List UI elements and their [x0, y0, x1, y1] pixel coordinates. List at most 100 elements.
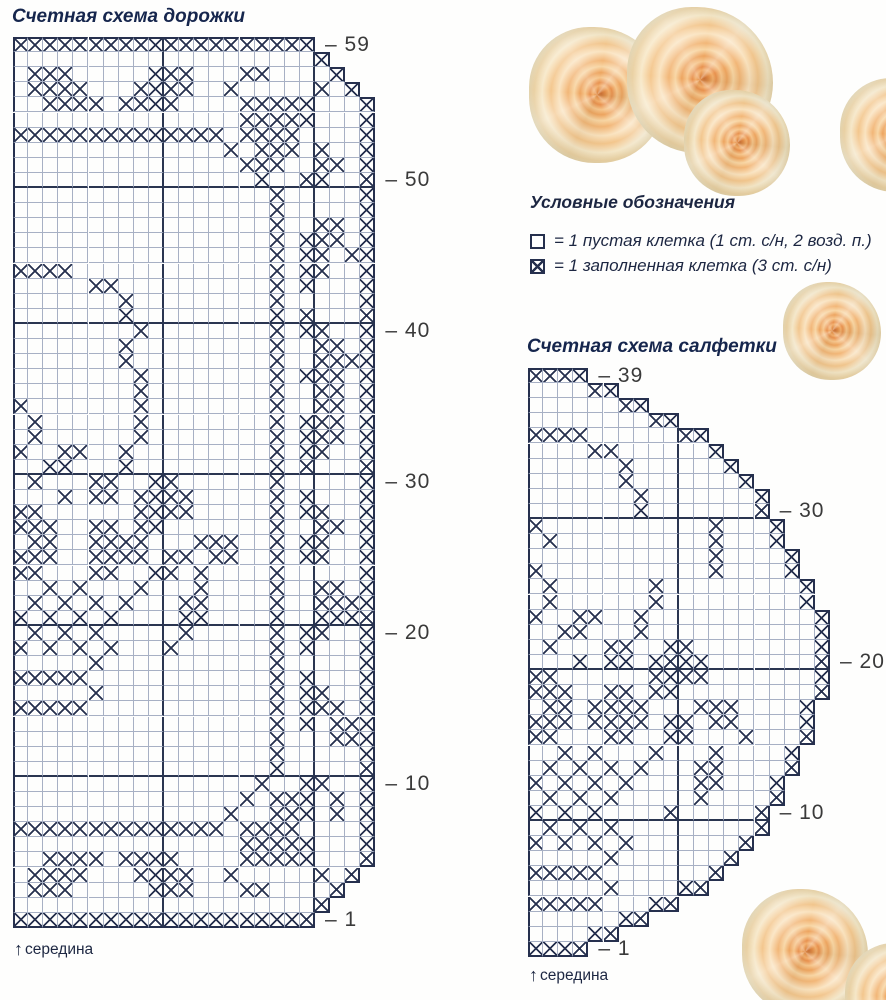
empty-cell [694, 549, 710, 565]
filled-cell [558, 896, 574, 912]
filled-cell [663, 685, 679, 701]
filled-cell [269, 912, 285, 928]
filled-cell [558, 836, 574, 852]
empty-cell [754, 775, 770, 791]
empty-cell [13, 384, 29, 400]
filled-cell [284, 792, 300, 808]
empty-cell [28, 323, 44, 339]
empty-cell [345, 172, 361, 188]
empty-cell [284, 233, 300, 249]
empty-cell [618, 851, 634, 867]
empty-cell [58, 369, 74, 385]
filled-cell [58, 822, 74, 838]
empty-cell [558, 654, 574, 670]
filled-cell [299, 369, 315, 385]
filled-cell [603, 654, 619, 670]
filled-cell [13, 399, 29, 415]
empty-cell [43, 157, 59, 173]
empty-cell [58, 399, 74, 415]
filled-cell [360, 248, 376, 264]
empty-cell [543, 458, 559, 474]
empty-cell [663, 519, 679, 535]
filled-cell [694, 775, 710, 791]
empty-cell [43, 218, 59, 234]
filled-cell [28, 625, 44, 641]
empty-cell [284, 293, 300, 309]
empty-cell [133, 459, 149, 475]
filled-cell [224, 550, 240, 566]
filled-cell [360, 490, 376, 506]
empty-cell [543, 473, 559, 489]
filled-cell [315, 339, 331, 355]
filled-cell [299, 37, 315, 53]
filled-cell [58, 97, 74, 113]
filled-cell [269, 203, 285, 219]
empty-cell [663, 881, 679, 897]
empty-cell [269, 776, 285, 792]
empty-cell [663, 503, 679, 519]
empty-cell [179, 52, 195, 68]
filled-cell [315, 248, 331, 264]
empty-cell [784, 579, 800, 595]
empty-cell [345, 142, 361, 158]
filled-cell [73, 867, 89, 883]
filled-cell [528, 670, 544, 686]
filled-cell [88, 595, 104, 611]
empty-cell [73, 459, 89, 475]
empty-cell [603, 609, 619, 625]
empty-cell [784, 715, 800, 731]
empty-cell [179, 112, 195, 128]
empty-cell [28, 852, 44, 868]
empty-cell [588, 458, 604, 474]
filled-cell [118, 535, 134, 551]
empty-cell [603, 428, 619, 444]
empty-cell [224, 203, 240, 219]
filled-cell [299, 490, 315, 506]
empty-cell [133, 746, 149, 762]
filled-cell [164, 505, 180, 521]
filled-cell [558, 941, 574, 957]
empty-cell [118, 278, 134, 294]
empty-cell [58, 761, 74, 777]
empty-cell [769, 730, 785, 746]
empty-cell [284, 278, 300, 294]
filled-cell [269, 822, 285, 838]
empty-cell [179, 565, 195, 581]
empty-cell [679, 549, 695, 565]
empty-cell [88, 701, 104, 717]
empty-cell [528, 398, 544, 414]
filled-cell [603, 639, 619, 655]
empty-cell [88, 444, 104, 460]
empty-cell [13, 429, 29, 445]
empty-cell [558, 670, 574, 686]
empty-cell [73, 52, 89, 68]
empty-cell [694, 730, 710, 746]
filled-cell [724, 700, 740, 716]
filled-cell [360, 188, 376, 204]
empty-cell [118, 807, 134, 823]
filled-cell [573, 368, 589, 384]
empty-cell [103, 97, 119, 113]
filled-cell [588, 896, 604, 912]
empty-cell [330, 656, 346, 672]
empty-cell [724, 549, 740, 565]
filled-cell [133, 97, 149, 113]
empty-cell [43, 142, 59, 158]
empty-cell [73, 625, 89, 641]
filled-cell [360, 142, 376, 158]
filled-cell [269, 278, 285, 294]
empty-cell [284, 308, 300, 324]
filled-cell [269, 339, 285, 355]
filled-cell [118, 354, 134, 370]
empty-cell [164, 414, 180, 430]
empty-cell [254, 671, 270, 687]
empty-cell [133, 641, 149, 657]
empty-cell [679, 609, 695, 625]
filled-cell [315, 580, 331, 596]
empty-cell [254, 354, 270, 370]
empty-cell [315, 474, 331, 490]
empty-cell [543, 383, 559, 399]
empty-cell [618, 564, 634, 580]
runner-midline-label: ↑ середина [14, 938, 93, 959]
empty-cell [73, 67, 89, 83]
